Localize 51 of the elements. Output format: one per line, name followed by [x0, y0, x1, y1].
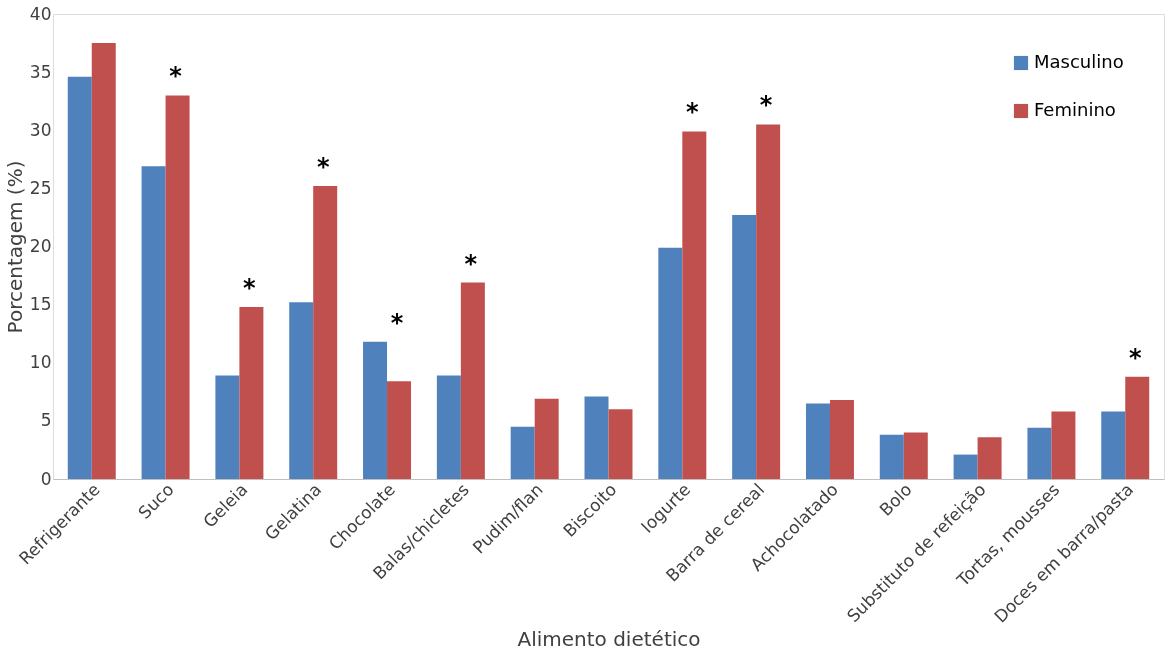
bar	[584, 396, 609, 479]
bar	[682, 131, 707, 479]
bar	[141, 166, 166, 479]
bar	[67, 76, 92, 479]
bar	[460, 282, 485, 479]
bar	[239, 306, 264, 479]
bar	[805, 403, 830, 479]
annotation: *	[243, 273, 257, 302]
bar	[91, 43, 116, 479]
annotation: *	[390, 308, 404, 337]
y-tick-label: 30	[29, 119, 52, 140]
annotation: *	[686, 98, 700, 127]
annotation: *	[316, 153, 330, 182]
annotation: *	[464, 249, 478, 278]
bar	[953, 454, 978, 479]
bar	[732, 215, 757, 479]
y-tick-label: 5	[40, 410, 52, 431]
bar	[534, 398, 559, 479]
annotation: *	[759, 91, 773, 120]
bar	[363, 341, 388, 479]
y-tick-label: 35	[29, 61, 52, 82]
bar	[1027, 427, 1052, 479]
bar	[436, 375, 461, 479]
y-tick-label: 25	[29, 177, 52, 198]
legend-label: Feminino	[1034, 99, 1116, 120]
y-tick-label: 0	[40, 468, 52, 489]
legend-label: Masculino	[1034, 51, 1124, 72]
bar	[165, 95, 190, 479]
bar	[658, 247, 683, 479]
y-tick-label: 20	[29, 236, 52, 256]
bar	[829, 399, 854, 479]
bar	[879, 434, 904, 479]
bar	[215, 375, 240, 479]
bar	[289, 302, 314, 479]
bar	[1101, 411, 1126, 479]
bar	[977, 437, 1002, 479]
y-axis-title: Porcentagem (%)	[2, 160, 27, 334]
x-axis-title: Alimento dietético	[517, 626, 701, 651]
bar	[510, 426, 535, 479]
bar	[903, 432, 928, 479]
y-tick-label: 15	[29, 294, 52, 315]
y-tick-label: 10	[29, 352, 52, 373]
bar	[1051, 411, 1076, 479]
bar	[608, 409, 633, 479]
bar	[756, 124, 781, 479]
annotation: *	[1128, 343, 1142, 372]
y-tick-label: 40	[29, 3, 52, 24]
bar	[387, 381, 412, 479]
bar	[1125, 376, 1150, 479]
annotation: *	[169, 62, 183, 91]
bar	[313, 186, 338, 479]
